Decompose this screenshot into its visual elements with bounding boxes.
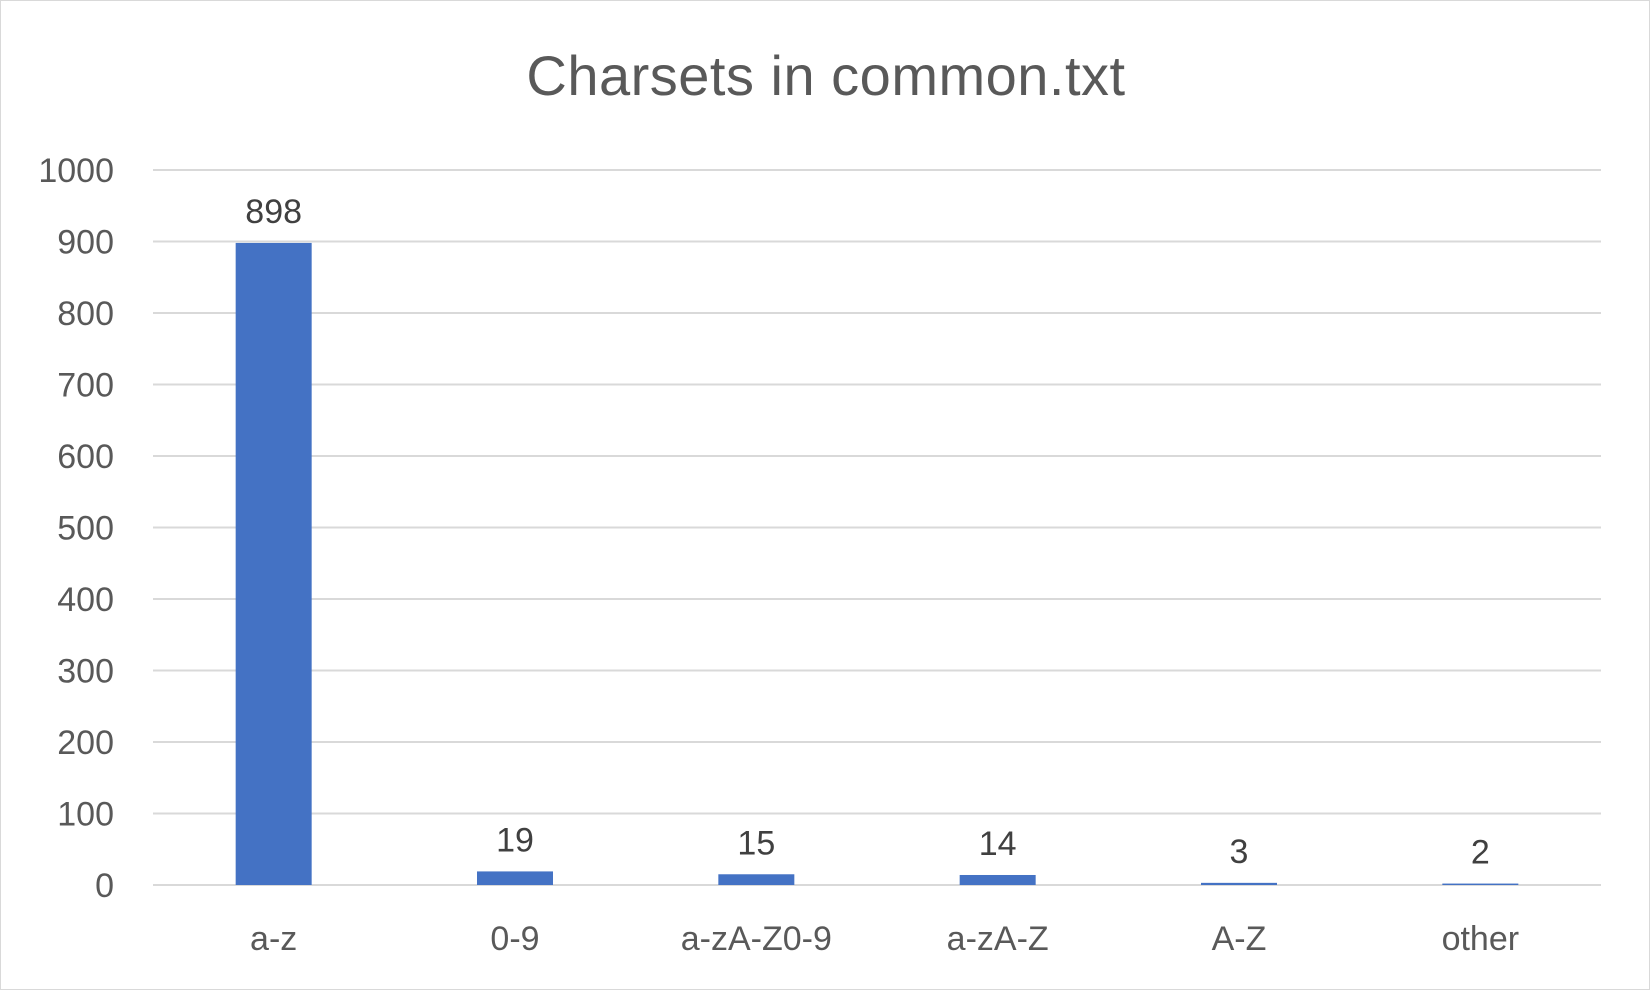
bar — [477, 871, 553, 885]
y-tick-label: 1000 — [38, 152, 114, 190]
x-tick-label: a-zA-Z0-9 — [681, 920, 832, 958]
bar — [1201, 882, 1277, 885]
bar — [235, 242, 312, 885]
data-label: 19 — [496, 821, 534, 859]
y-tick-label: 900 — [57, 224, 114, 262]
data-label: 3 — [1230, 833, 1249, 871]
data-label: 2 — [1471, 834, 1490, 872]
y-tick-label: 600 — [57, 438, 114, 476]
x-tick-label: a-zA-Z — [947, 920, 1049, 958]
data-label: 14 — [979, 825, 1017, 863]
x-tick-label: 0-9 — [490, 920, 539, 958]
bar — [959, 874, 1036, 885]
x-tick-label: A-Z — [1212, 920, 1267, 958]
data-label: 898 — [245, 193, 302, 231]
y-tick-label: 800 — [57, 295, 114, 333]
bar — [718, 874, 795, 885]
y-tick-label: 0 — [95, 867, 114, 905]
chart-title: Charsets in common.txt — [526, 44, 1126, 107]
data-label: 15 — [737, 824, 775, 862]
y-tick-label: 300 — [57, 653, 114, 691]
y-tick-label: 400 — [57, 581, 114, 619]
y-tick-label: 700 — [57, 367, 114, 405]
x-tick-label: other — [1442, 920, 1520, 958]
bar — [1442, 883, 1519, 885]
y-tick-label: 200 — [57, 724, 114, 762]
y-tick-label: 100 — [57, 796, 114, 834]
y-tick-label: 500 — [57, 510, 114, 548]
x-tick-label: a-z — [250, 920, 297, 958]
